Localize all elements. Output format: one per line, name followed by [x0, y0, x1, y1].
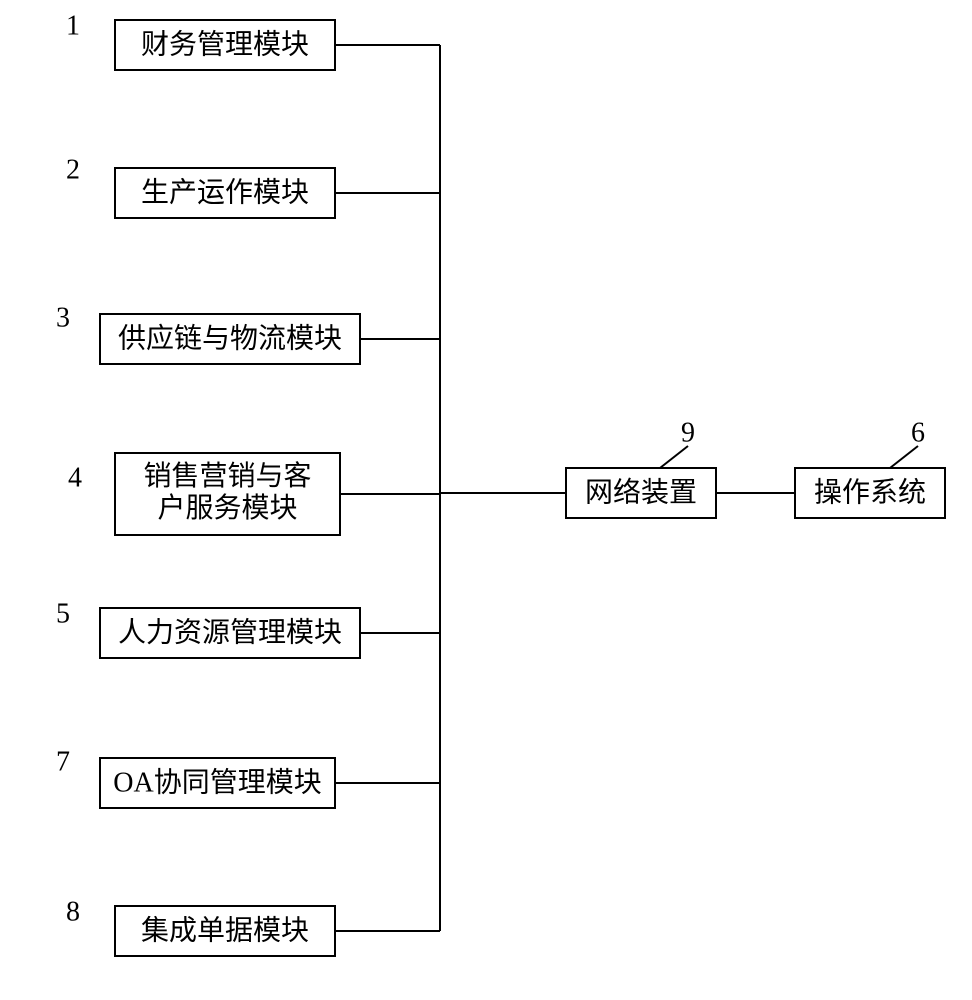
node-n8-ref: 8 [66, 896, 80, 927]
node-n9-ref: 9 [681, 417, 695, 448]
node-n1: 财务管理模块 1 [66, 10, 335, 70]
node-n9: 网络装置 9 [566, 417, 716, 518]
node-n8: 集成单据模块 8 [66, 896, 335, 956]
node-n6-ref: 6 [911, 417, 925, 448]
node-n4: 销售营销与客户服务模块 4 [68, 453, 340, 535]
node-n9-label: 网络装置 [585, 476, 697, 508]
node-n6-label: 操作系统 [814, 476, 926, 508]
node-n5-ref: 5 [56, 598, 70, 629]
node-n3-label: 供应链与物流模块 [118, 322, 342, 354]
node-n7-ref: 7 [56, 746, 70, 777]
node-n4-label-line1: 销售营销与客 [143, 460, 311, 492]
node-n3-ref: 3 [56, 302, 70, 333]
node-n7: OA协同管理模块 7 [56, 746, 335, 808]
node-n3: 供应链与物流模块 3 [56, 302, 360, 364]
node-n2: 生产运作模块 2 [66, 154, 335, 218]
ref-line-6 [890, 446, 918, 468]
node-n4-ref: 4 [68, 462, 82, 493]
node-n5-label: 人力资源管理模块 [118, 616, 342, 648]
node-n8-label: 集成单据模块 [141, 914, 309, 946]
node-n2-label: 生产运作模块 [141, 176, 309, 208]
node-n4-label-line2: 户服务模块 [157, 492, 297, 524]
node-n6: 操作系统 6 [795, 417, 945, 518]
node-n5: 人力资源管理模块 5 [56, 598, 360, 658]
node-n1-ref: 1 [66, 10, 80, 41]
node-n2-ref: 2 [66, 154, 80, 185]
node-n7-label: OA协同管理模块 [113, 766, 321, 798]
node-n1-label: 财务管理模块 [141, 28, 309, 60]
ref-line-9 [660, 446, 688, 468]
